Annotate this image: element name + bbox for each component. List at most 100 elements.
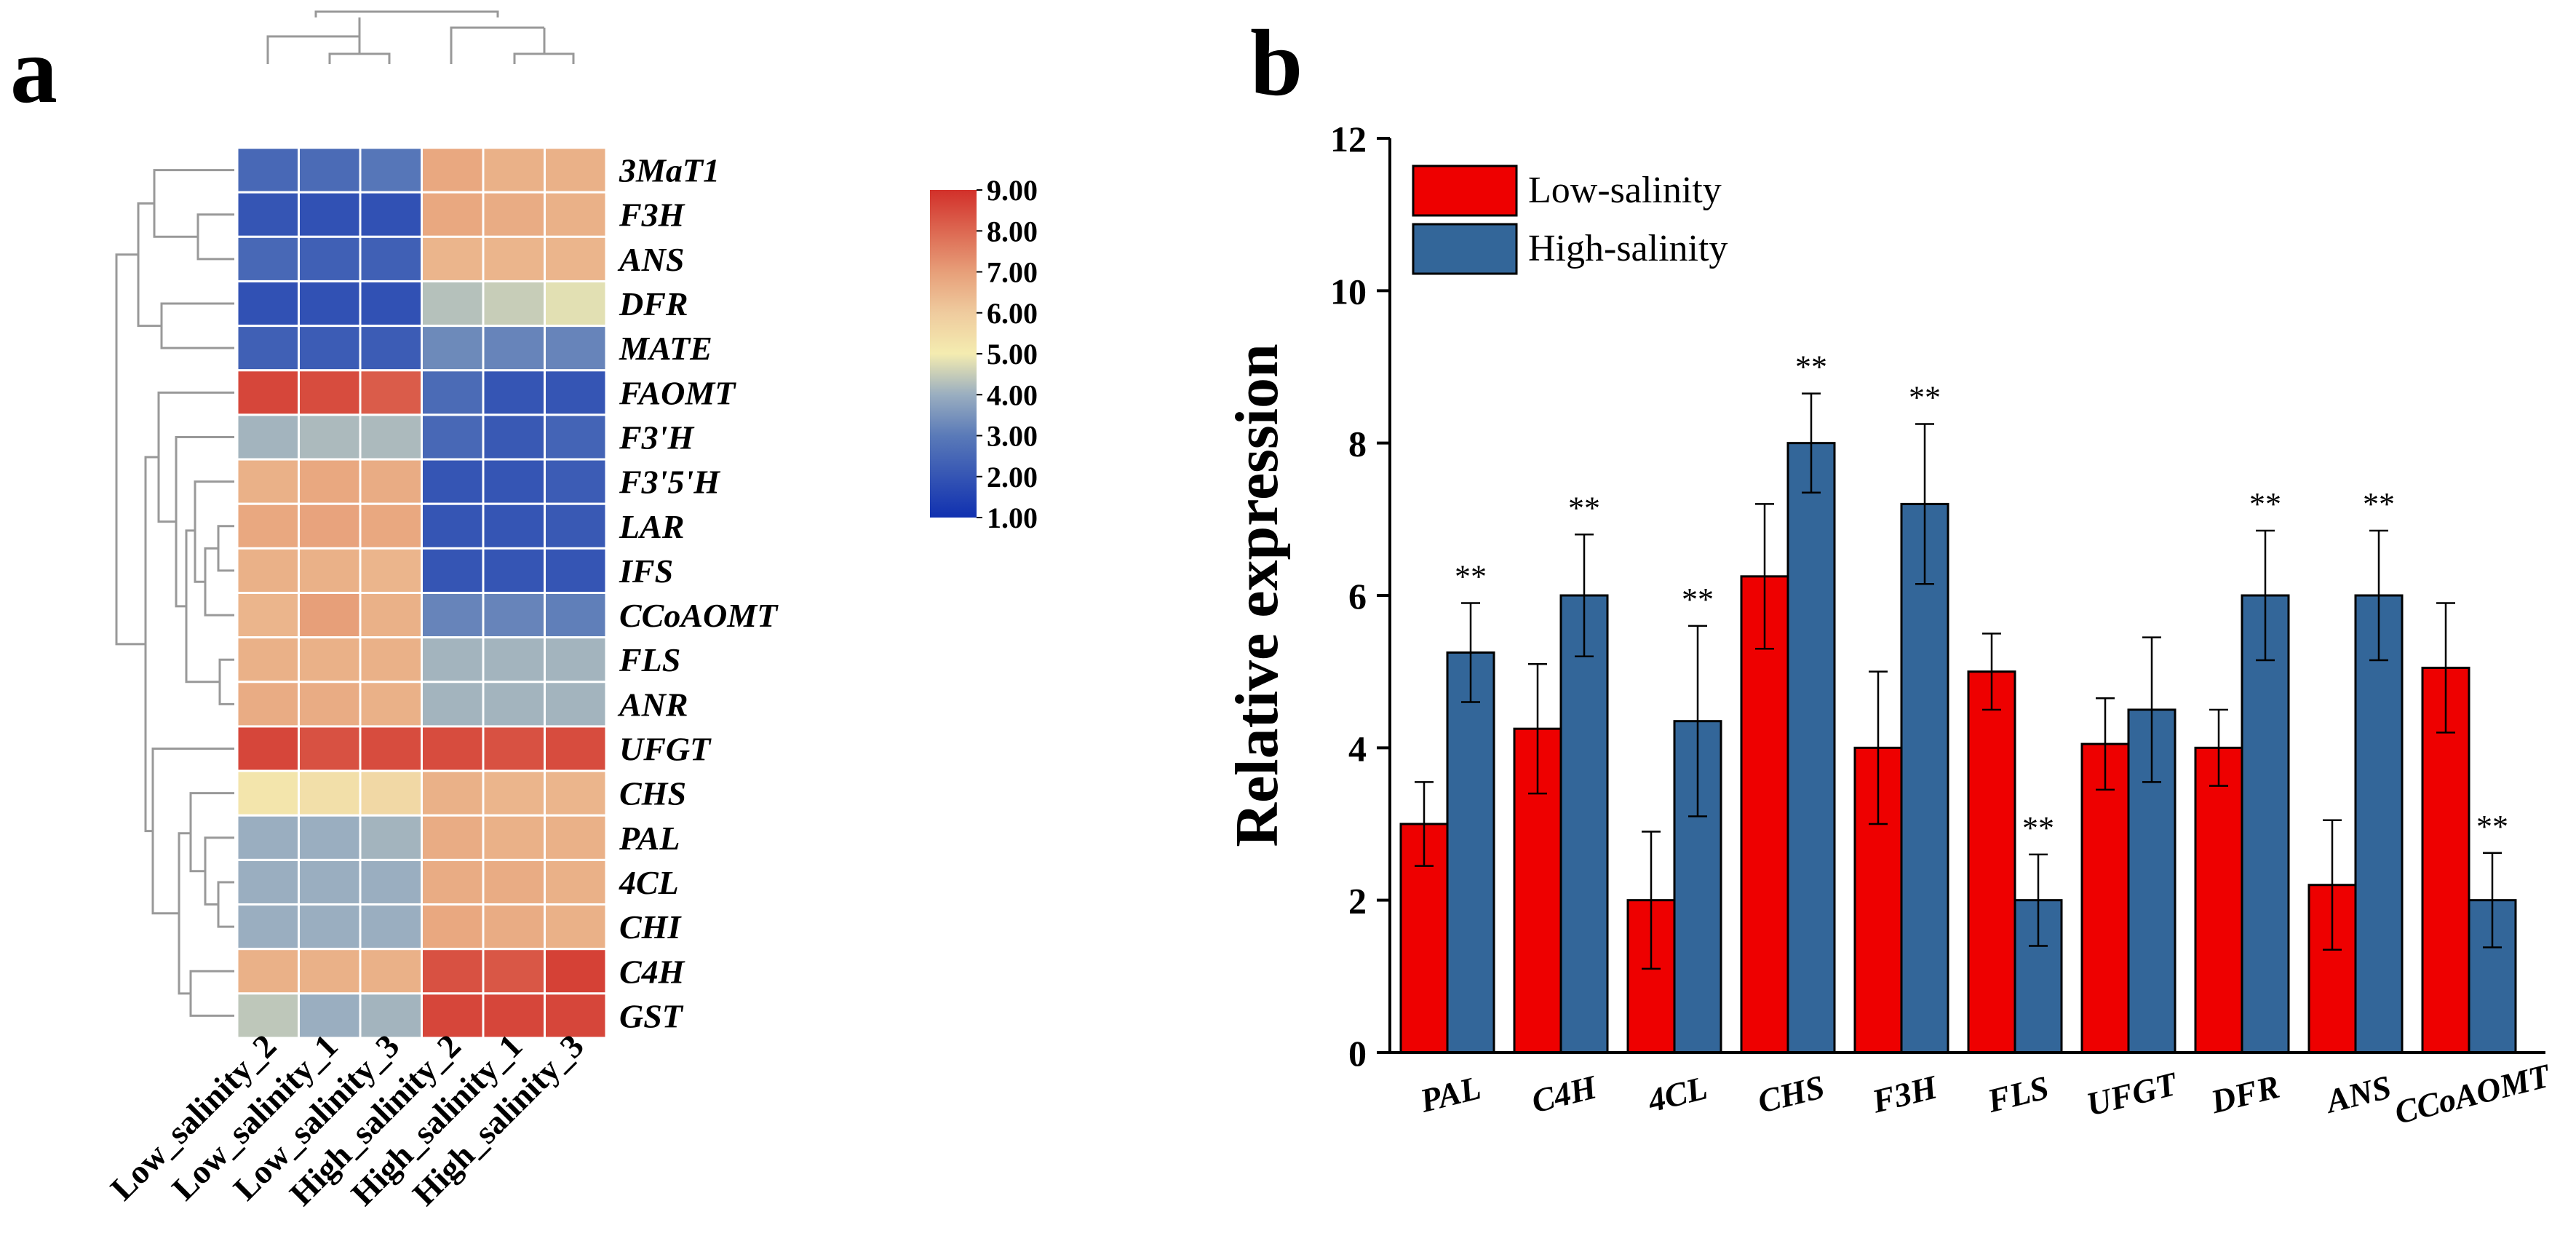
dendrogram-branch <box>218 658 234 705</box>
bar-high-salinity <box>2354 594 2404 1054</box>
heatmap-cell <box>544 191 608 238</box>
gene-label: CCoAOMT <box>619 597 779 634</box>
bar-high-salinity <box>1559 594 1609 1054</box>
bar-high-salinity <box>2241 594 2290 1054</box>
heatmap-cell <box>359 769 423 817</box>
heatmap-cell <box>482 858 546 906</box>
category-label: CCoAOMT <box>2391 1056 2555 1131</box>
gene-label: PAL <box>619 820 680 857</box>
category-label: F3H <box>1868 1068 1941 1120</box>
heatmap-cell <box>482 948 546 995</box>
bar-high-salinity <box>1446 651 1495 1054</box>
gene-labels: 3MaT1 F3H ANS DFR MATE FAOMT F3'H F3'5'H LAR IFS C… <box>617 152 779 1035</box>
colorbar-tick-label: 1.00 <box>987 502 1038 534</box>
bar-high-salinity <box>1673 720 1722 1054</box>
dendrogram-branch <box>189 792 234 873</box>
heatmap-cell <box>236 146 300 194</box>
gene-label: DFR <box>619 285 688 322</box>
significance-mark: ** <box>1909 380 1941 416</box>
dendrogram-branch <box>137 202 162 328</box>
category-label: C4H <box>1528 1068 1601 1120</box>
heatmap-cell <box>544 769 608 817</box>
gene-label: UFGT <box>619 731 712 768</box>
heatmap-cell <box>298 235 362 282</box>
heatmap-cell <box>482 592 546 639</box>
error-bars <box>1415 392 2502 970</box>
heatmap-cell <box>298 769 362 817</box>
heatmap-cell <box>359 458 423 505</box>
y-tick-label: 0 <box>1348 1033 1367 1074</box>
y-tick-label: 6 <box>1348 576 1367 617</box>
heatmap-cell <box>544 458 608 505</box>
heatmap-cell <box>421 725 485 772</box>
heatmap-cell <box>482 814 546 861</box>
heatmap-cell <box>421 146 485 194</box>
y-tick-label: 10 <box>1330 271 1367 312</box>
heatmap-cell <box>359 547 423 594</box>
heatmap-cell <box>421 280 485 328</box>
colorbar-tick-label: 3.00 <box>987 420 1038 453</box>
heatmap-cell <box>236 858 300 906</box>
column-dendrogram <box>266 10 575 64</box>
heatmap-cell <box>359 814 423 861</box>
heatmap-cell <box>236 681 300 728</box>
dendrogram-branch <box>185 529 220 684</box>
row-dendrogram <box>115 169 234 1017</box>
heatmap-cell <box>359 502 423 550</box>
gene-label: F3'5'H <box>619 464 720 501</box>
bar-high-salinity <box>1900 502 1949 1054</box>
heatmap-cell <box>421 592 485 639</box>
heatmap-cell <box>359 858 423 906</box>
category-label: 4CL <box>1643 1069 1711 1120</box>
heatmap-cell <box>236 992 300 1039</box>
colorbar-tick-label: 9.00 <box>987 174 1038 207</box>
colorbar-tick-label: 7.00 <box>987 256 1038 289</box>
dendrogram-branch <box>196 213 234 261</box>
heatmap-cell <box>421 547 485 594</box>
heatmap-cell <box>482 191 546 238</box>
heatmap-cell <box>482 725 546 772</box>
heatmap-cell <box>482 369 546 416</box>
heatmap-cell <box>298 413 362 461</box>
heatmap-cell <box>544 725 608 772</box>
gene-label: CHS <box>619 775 686 812</box>
heatmap-cell <box>298 325 362 372</box>
category-label: FLS <box>1983 1069 2052 1120</box>
heatmap-cell <box>236 235 300 282</box>
category-label: CHS <box>1754 1068 1828 1120</box>
colorbar-tick-label: 5.00 <box>987 338 1038 371</box>
significance-mark: ** <box>2249 486 2281 522</box>
heatmap-cell <box>298 458 362 505</box>
heatmap-cell <box>359 191 423 238</box>
heatmap-cell <box>236 725 300 772</box>
heatmap-cell <box>421 235 485 282</box>
heatmap-cell <box>544 547 608 594</box>
significance-mark: ** <box>1568 490 1600 526</box>
heatmap-cell <box>421 769 485 817</box>
colorbar-tick-label: 4.00 <box>987 379 1038 411</box>
heatmap-cell <box>544 814 608 861</box>
heatmap-cell <box>421 858 485 906</box>
sample-labels: Low_salinity_2Low_salinity_1Low_salinity… <box>103 1027 591 1213</box>
heatmap-cell <box>298 502 362 550</box>
bar-low-salinity <box>2194 746 2243 1054</box>
heatmap-cell <box>359 636 423 684</box>
heatmap-cell <box>482 903 546 951</box>
gene-label: LAR <box>619 508 684 545</box>
heatmap-cell <box>421 681 485 728</box>
heatmap-cell <box>298 725 362 772</box>
heatmap-cell <box>544 280 608 328</box>
significance-mark: ** <box>1795 349 1827 385</box>
heatmap-cell <box>298 681 362 728</box>
significance-mark: ** <box>1455 558 1487 594</box>
gene-label: IFS <box>619 552 673 590</box>
heatmap-cell <box>544 369 608 416</box>
heatmap-cell <box>298 903 362 951</box>
heatmap-cell <box>544 502 608 550</box>
gene-label: FAOMT <box>619 374 736 411</box>
legend-swatch <box>1412 165 1518 217</box>
y-axis-label: Relative expression <box>1223 344 1291 847</box>
heatmap-cell <box>482 636 546 684</box>
